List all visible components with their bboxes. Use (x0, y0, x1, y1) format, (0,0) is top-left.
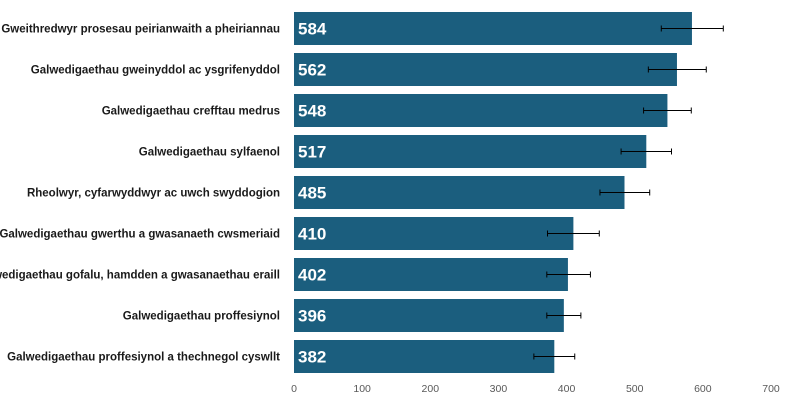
data-label: 562 (298, 61, 326, 80)
data-label: 382 (298, 348, 326, 367)
bar (294, 94, 668, 127)
bar (294, 176, 625, 209)
bar (294, 340, 555, 373)
bar (294, 217, 574, 250)
x-tick-label: 400 (558, 383, 576, 395)
category-label: Galwedigaethau gofalu, hamdden a gwasana… (0, 270, 280, 282)
value-labels-group: 584 562 548 517 485 410 402 396 382 (298, 20, 327, 367)
data-label: 584 (298, 20, 327, 39)
data-label: 402 (298, 266, 326, 285)
bar (294, 53, 677, 86)
error-bar (647, 66, 707, 73)
category-label: Galwedigaethau sylfaenol (139, 147, 280, 159)
x-tick-label: 600 (694, 383, 712, 395)
x-tick-label: 500 (626, 383, 644, 395)
x-tick-label: 700 (762, 383, 780, 395)
bar (294, 12, 692, 45)
error-bar (599, 189, 651, 196)
data-label: 410 (298, 225, 326, 244)
error-bar (643, 107, 692, 114)
category-label: Galwedigaethau gweinyddol ac ysgrifenydd… (31, 65, 280, 77)
category-label: Galwedigaethau crefftau medrus (102, 106, 280, 118)
error-bar (546, 312, 582, 319)
bar (294, 258, 568, 291)
error-bar (620, 148, 673, 155)
x-axis-ticks-group: 0 100 200 300 400 500 600 700 (291, 383, 780, 395)
error-bar (546, 230, 600, 237)
category-label: Galwedigaethau proffesiynol (123, 311, 280, 323)
data-label: 548 (298, 102, 326, 121)
bar (294, 135, 647, 168)
x-tick-label: 200 (422, 383, 440, 395)
error-bar (546, 271, 591, 278)
data-label: 396 (298, 307, 326, 326)
data-label: 517 (298, 143, 326, 162)
x-tick-label: 300 (490, 383, 508, 395)
bars-group (294, 12, 692, 373)
category-labels-group: Gweithredwyr prosesau peirianwaith a phe… (0, 24, 280, 364)
category-label: Galwedigaethau proffesiynol a thechnegol… (7, 352, 280, 364)
error-bar (660, 25, 724, 32)
x-tick-label: 0 (291, 383, 297, 395)
bar (294, 299, 564, 332)
data-label: 485 (298, 184, 326, 203)
x-tick-label: 100 (353, 383, 371, 395)
category-label: Galwedigaethau gwerthu a gwasanaeth cwsm… (0, 229, 280, 241)
category-label: Rheolwyr, cyfarwyddwyr ac uwch swyddogio… (27, 188, 280, 200)
error-bar (533, 353, 576, 360)
error-bars-group (533, 25, 724, 360)
category-label: Gweithredwyr prosesau peirianwaith a phe… (1, 24, 280, 36)
